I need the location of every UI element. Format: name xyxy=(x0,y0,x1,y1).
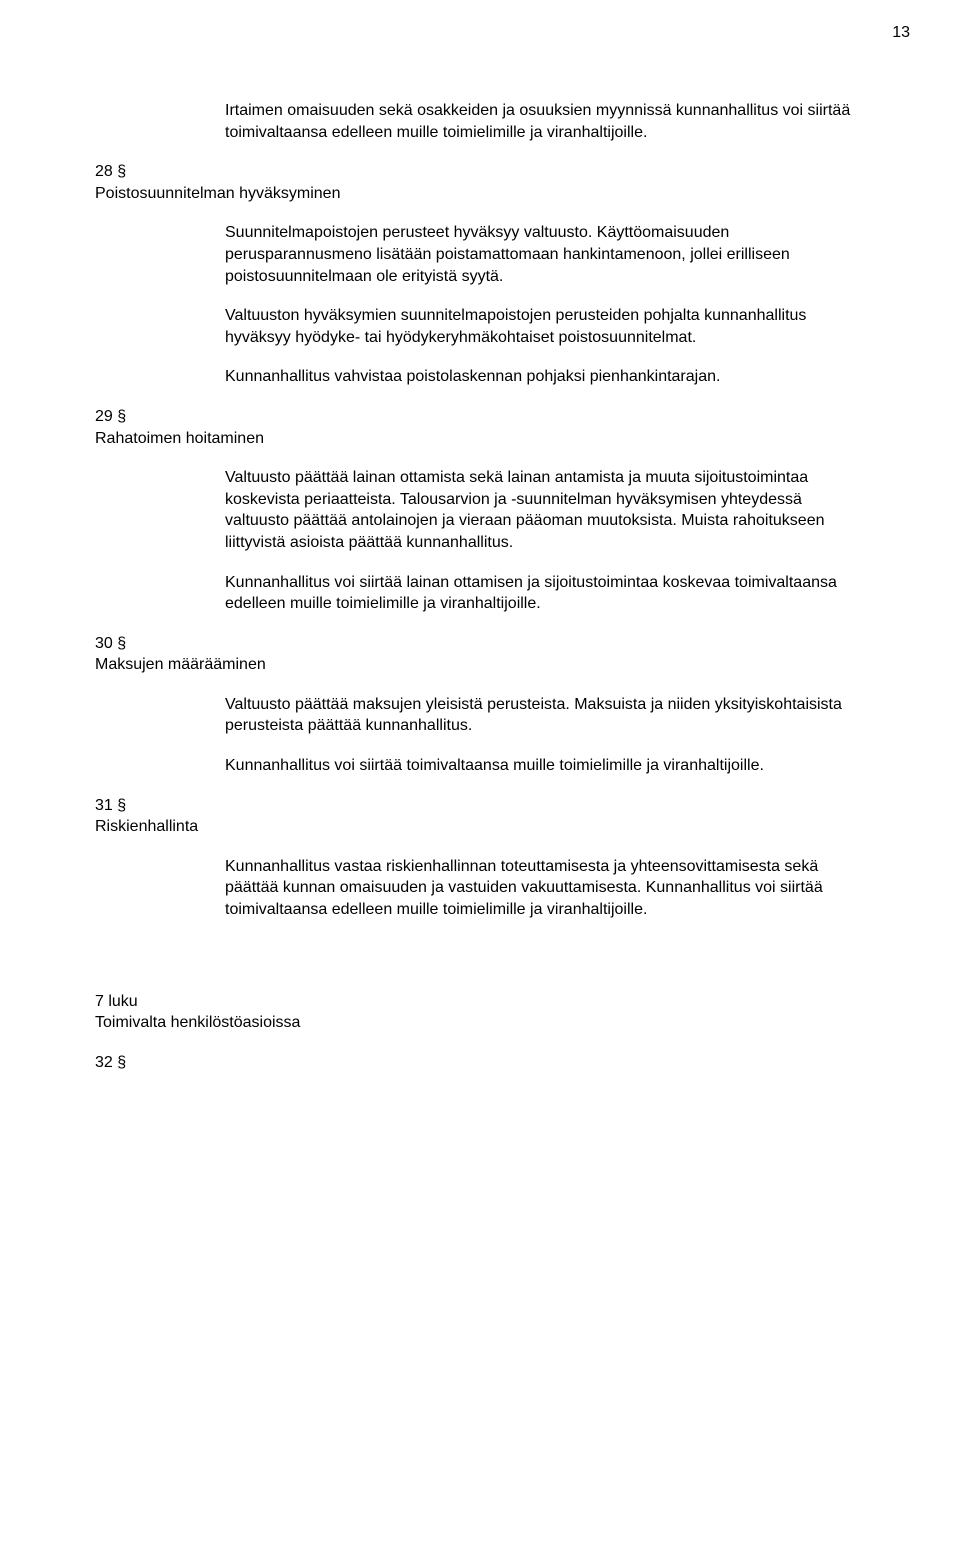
page-number: 13 xyxy=(892,22,910,44)
section-28-paragraph-2: Valtuuston hyväksymien suunnitelmapoisto… xyxy=(95,305,865,348)
section-31-paragraph-1: Kunnanhallitus vastaa riskienhallinnan t… xyxy=(95,856,865,921)
section-29-paragraph-1: Valtuusto päättää lainan ottamista sekä … xyxy=(95,467,865,553)
section-29-heading: 29 § Rahatoimen hoitaminen xyxy=(95,406,865,449)
section-29-number: 29 § xyxy=(95,406,865,428)
section-32-heading: 32 § xyxy=(95,1052,865,1074)
section-28-title: Poistosuunnitelman hyväksyminen xyxy=(95,183,865,205)
section-31-heading: 31 § Riskienhallinta xyxy=(95,795,865,838)
section-29-paragraph-2: Kunnanhallitus voi siirtää lainan ottami… xyxy=(95,572,865,615)
section-31-title: Riskienhallinta xyxy=(95,816,865,838)
section-30-title: Maksujen määrääminen xyxy=(95,654,865,676)
section-31-number: 31 § xyxy=(95,795,865,817)
document-page: 13 Irtaimen omaisuuden sekä osakkeiden j… xyxy=(0,0,960,1545)
section-30-heading: 30 § Maksujen määrääminen xyxy=(95,633,865,676)
section-28-heading: 28 § Poistosuunnitelman hyväksyminen xyxy=(95,161,865,204)
section-30-paragraph-1: Valtuusto päättää maksujen yleisistä per… xyxy=(95,694,865,737)
chapter-7-title: Toimivalta henkilöstöasioissa xyxy=(95,1012,865,1034)
section-30-number: 30 § xyxy=(95,633,865,655)
section-28-number: 28 § xyxy=(95,161,865,183)
section-29-title: Rahatoimen hoitaminen xyxy=(95,428,865,450)
section-28-paragraph-3: Kunnanhallitus vahvistaa poistolaskennan… xyxy=(95,366,865,388)
intro-paragraph: Irtaimen omaisuuden sekä osakkeiden ja o… xyxy=(95,100,865,143)
section-30-paragraph-2: Kunnanhallitus voi siirtää toimivaltaans… xyxy=(95,755,865,777)
chapter-7-heading: 7 luku Toimivalta henkilöstöasioissa xyxy=(95,991,865,1034)
section-28-paragraph-1: Suunnitelmapoistojen perusteet hyväksyy … xyxy=(95,222,865,287)
section-32-number: 32 § xyxy=(95,1052,865,1074)
chapter-7-number: 7 luku xyxy=(95,991,865,1013)
